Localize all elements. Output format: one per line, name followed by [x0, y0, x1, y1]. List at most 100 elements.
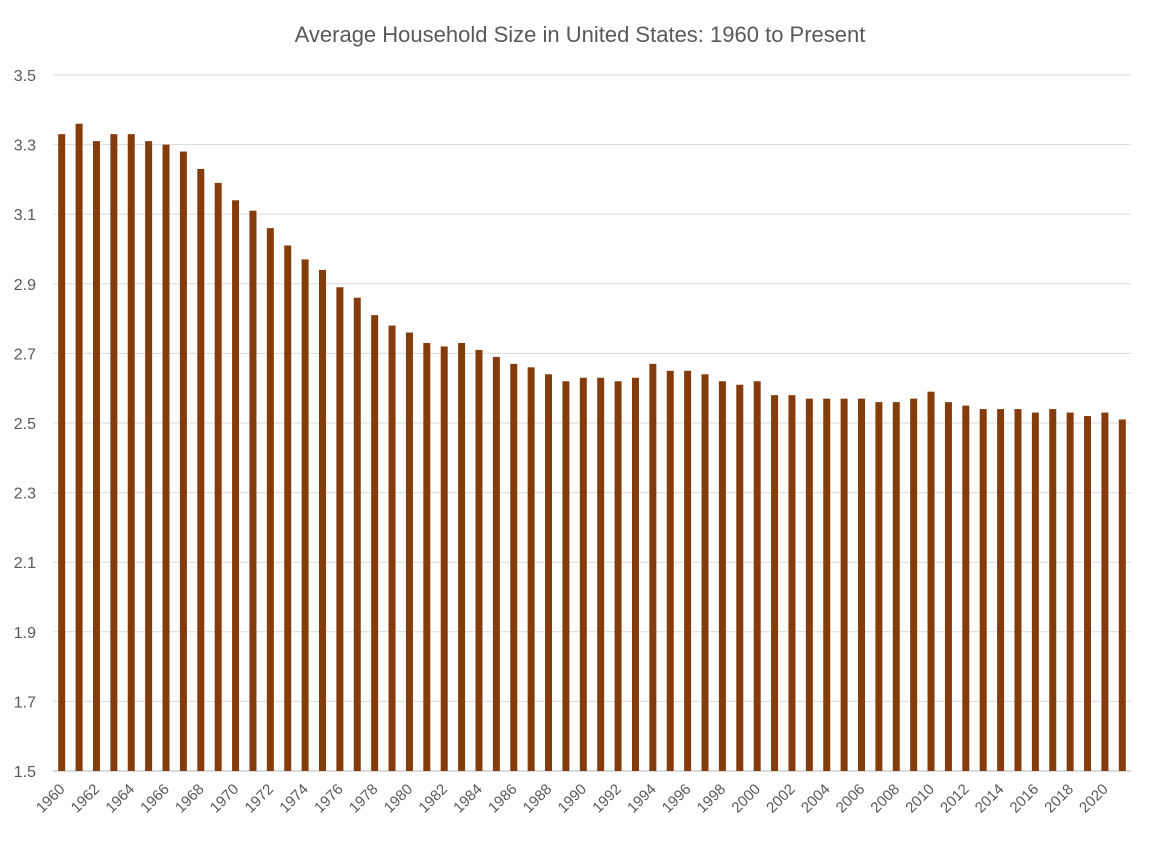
x-tick-label: 2014: [972, 781, 1008, 817]
bar-1993: [631, 377, 639, 771]
x-tick-label: 2008: [867, 781, 903, 817]
y-tick-label: 1.7: [14, 694, 36, 711]
x-tick-label: 1988: [520, 781, 556, 817]
bar-1967: [179, 151, 187, 771]
x-tick-label: 1982: [415, 781, 451, 817]
y-tick-label: 3.5: [14, 68, 36, 85]
chart-title: Average Household Size in United States:…: [295, 22, 866, 47]
y-tick-label: 2.1: [14, 555, 36, 572]
x-tick-label: 2016: [1007, 781, 1043, 817]
bar-2020: [1101, 412, 1109, 771]
bar-1997: [701, 374, 709, 771]
bar-1986: [510, 363, 518, 771]
bar-2019: [1084, 416, 1092, 771]
bar-2004: [823, 398, 831, 771]
bar-1968: [197, 168, 205, 771]
bar-1995: [666, 370, 674, 771]
bar-1991: [597, 377, 605, 771]
bar-1962: [92, 141, 100, 771]
x-tick-label: 2006: [833, 781, 869, 817]
bar-2013: [979, 409, 987, 771]
x-tick-label: 1996: [659, 781, 695, 817]
y-tick-label: 2.9: [14, 277, 36, 294]
bar-2001: [771, 395, 779, 771]
bar-1960: [58, 134, 66, 771]
x-tick-label: 1964: [102, 781, 138, 817]
bar-1964: [127, 134, 135, 771]
bar-2021: [1118, 419, 1126, 771]
x-tick-label: 1976: [311, 781, 347, 817]
bar-1980: [405, 332, 413, 771]
bar-1972: [266, 228, 274, 771]
y-tick-label: 2.5: [14, 416, 36, 433]
y-tick-label: 3.1: [14, 207, 36, 224]
bar-1987: [527, 367, 535, 771]
bar-1999: [736, 384, 744, 771]
y-tick-label: 1.9: [14, 625, 36, 642]
x-tick-label: 1960: [33, 781, 69, 817]
bar-2018: [1066, 412, 1074, 771]
x-tick-label: 2020: [1076, 781, 1112, 817]
bar-1998: [718, 381, 726, 771]
bar-2012: [962, 405, 970, 771]
bar-1970: [232, 200, 240, 771]
bar-1973: [284, 245, 292, 771]
x-tick-label: 1992: [589, 781, 625, 817]
bar-1978: [371, 315, 379, 771]
x-tick-label: 2012: [937, 781, 973, 817]
bar-1965: [145, 141, 153, 771]
x-tick-label: 1970: [207, 781, 243, 817]
x-tick-label: 1966: [137, 781, 173, 817]
bar-1990: [579, 377, 587, 771]
x-tick-label: 1980: [381, 781, 417, 817]
y-tick-label: 2.7: [14, 346, 36, 363]
bar-1989: [562, 381, 570, 771]
bars: [58, 123, 1126, 772]
bar-1975: [319, 269, 326, 771]
bar-2005: [840, 398, 848, 771]
x-tick-label: 1984: [450, 781, 486, 817]
bar-2008: [892, 402, 900, 771]
x-tick-label: 1994: [624, 781, 660, 817]
bar-1983: [458, 342, 466, 771]
x-tick-label: 1972: [242, 781, 278, 817]
bar-1985: [492, 356, 500, 771]
bar-1976: [336, 287, 344, 771]
x-tick-label: 1986: [485, 781, 521, 817]
x-tick-label: 1990: [555, 781, 591, 817]
bar-1988: [545, 374, 553, 771]
bar-2006: [858, 398, 865, 771]
bar-2003: [805, 398, 813, 771]
bar-2015: [1014, 409, 1022, 771]
bar-1984: [475, 349, 483, 771]
bar-1969: [214, 182, 222, 771]
bar-2011: [944, 402, 952, 771]
y-tick-label: 2.3: [14, 486, 36, 503]
bar-1981: [423, 342, 431, 771]
x-tick-label: 1974: [276, 781, 312, 817]
x-tick-label: 2002: [763, 781, 799, 817]
x-tick-label: 1978: [346, 781, 382, 817]
bar-1994: [649, 363, 657, 771]
x-tick-label: 1962: [68, 781, 104, 817]
bar-1961: [75, 123, 83, 772]
bar-2002: [788, 395, 796, 771]
x-tick-label: 1998: [694, 781, 730, 817]
bar-2007: [875, 402, 883, 771]
x-axis: 1960 1962 1964 1966 1968 1970 1972 1974 1976 1978…: [33, 781, 1112, 817]
bar-1971: [249, 210, 257, 772]
x-tick-label: 2000: [728, 781, 764, 817]
bar-1992: [614, 381, 622, 771]
bar-1963: [110, 134, 118, 771]
bar-1996: [684, 370, 692, 771]
bar-2010: [927, 391, 935, 771]
bar-1977: [353, 297, 361, 771]
bar-2000: [753, 381, 761, 771]
bar-1974: [301, 259, 309, 771]
bar-1979: [388, 325, 396, 771]
bar-2016: [1031, 412, 1039, 771]
bar-1966: [162, 144, 170, 772]
y-axis: 1.5 1.7 1.9 2.1 2.3 2.5 2.7 2.9 3.1 3.3 3.5: [14, 68, 36, 781]
y-tick-label: 1.5: [14, 764, 36, 781]
